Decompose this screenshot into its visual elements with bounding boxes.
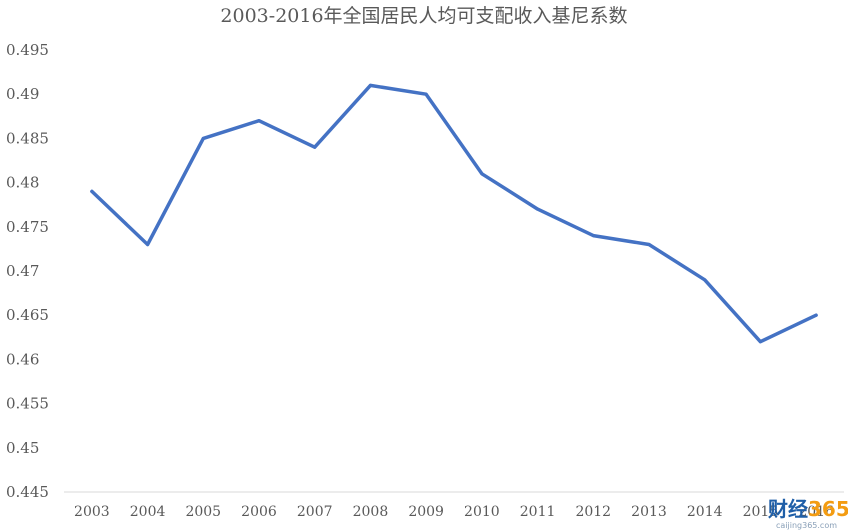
x-tick-label: 2012 bbox=[575, 504, 611, 520]
y-tick-label: 0.465 bbox=[6, 306, 49, 324]
watermark-part1: 财经 bbox=[768, 497, 808, 521]
data-point bbox=[424, 92, 428, 96]
y-tick-label: 0.495 bbox=[6, 41, 49, 59]
watermark: 财经365 caijing365.com bbox=[768, 497, 848, 530]
data-point bbox=[146, 242, 150, 246]
x-tick-label: 2015 bbox=[743, 504, 779, 520]
y-tick-label: 0.475 bbox=[6, 218, 49, 236]
data-point bbox=[201, 136, 205, 140]
y-tick-label: 0.49 bbox=[6, 85, 39, 103]
watermark-logo: 财经365 bbox=[768, 497, 848, 521]
data-point bbox=[758, 340, 762, 344]
x-tick-label: 2005 bbox=[185, 504, 221, 520]
x-tick-label: 2003 bbox=[74, 504, 110, 520]
x-tick-label: 2010 bbox=[464, 504, 500, 520]
y-axis-ticks: 0.445 0.45 0.455 0.46 0.465 0.47 0.475 0.48 0.48… bbox=[6, 41, 49, 501]
data-point bbox=[814, 313, 818, 317]
x-tick-label: 2004 bbox=[130, 504, 166, 520]
data-point bbox=[257, 119, 261, 123]
data-point bbox=[591, 234, 595, 238]
y-tick-label: 0.455 bbox=[6, 395, 49, 413]
y-tick-label: 0.46 bbox=[6, 350, 39, 368]
x-tick-label: 2008 bbox=[353, 504, 389, 520]
y-tick-label: 0.48 bbox=[6, 174, 39, 192]
data-point bbox=[368, 83, 372, 87]
x-tick-label: 2013 bbox=[631, 504, 667, 520]
x-axis-ticks: 2003 2004 2005 2006 2007 2008 2009 2010 2011 2012… bbox=[74, 504, 834, 520]
x-tick-label: 2016 bbox=[798, 504, 834, 520]
x-tick-label: 2009 bbox=[408, 504, 444, 520]
x-tick-label: 2014 bbox=[687, 504, 723, 520]
series-group bbox=[90, 83, 818, 344]
y-tick-label: 0.47 bbox=[6, 262, 39, 280]
data-point bbox=[647, 242, 651, 246]
x-tick-label: 2011 bbox=[520, 504, 556, 520]
data-point bbox=[536, 207, 540, 211]
series-line bbox=[90, 83, 818, 344]
y-tick-label: 0.45 bbox=[6, 439, 39, 457]
data-point bbox=[480, 172, 484, 176]
watermark-part2: 365 bbox=[808, 497, 848, 521]
chart-title: 2003-2016年全国居民人均可支配收入基尼系数 bbox=[220, 5, 627, 27]
x-tick-label: 2006 bbox=[241, 504, 277, 520]
x-tick-label: 2007 bbox=[297, 504, 333, 520]
data-point bbox=[313, 145, 317, 149]
y-tick-label: 0.485 bbox=[6, 129, 49, 147]
data-point bbox=[90, 189, 94, 193]
y-tick-label: 0.445 bbox=[6, 483, 49, 501]
watermark-sub: caijing365.com bbox=[776, 521, 837, 530]
data-point bbox=[703, 278, 707, 282]
